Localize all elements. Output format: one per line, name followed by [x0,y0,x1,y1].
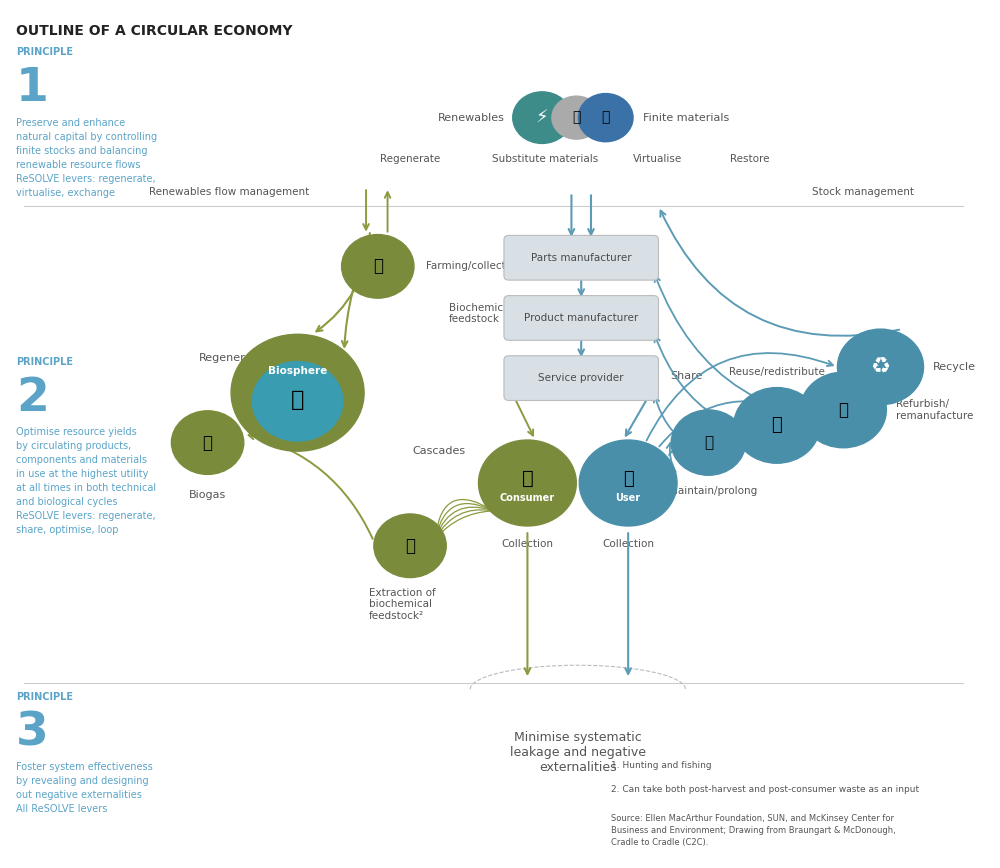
Text: Biochemical
feedstock: Biochemical feedstock [449,303,513,325]
Circle shape [552,96,601,139]
Text: Refurbish/
remanufacture: Refurbish/ remanufacture [896,399,974,421]
Text: 🚛: 🚛 [601,110,610,125]
Text: PRINCIPLE: PRINCIPLE [16,47,73,57]
Text: Share: Share [671,371,703,380]
Circle shape [342,234,414,299]
Text: 🏗: 🏗 [572,110,581,125]
Circle shape [800,372,886,448]
Text: ⚡: ⚡ [536,108,548,127]
Text: User: User [616,494,641,503]
Text: 🛒: 🛒 [522,470,533,488]
Circle shape [513,92,571,143]
Text: Service provider: Service provider [538,373,624,383]
FancyBboxPatch shape [504,356,658,400]
FancyBboxPatch shape [504,235,658,280]
Text: Substitute materials: Substitute materials [492,154,598,164]
Text: 1. Hunting and fishing: 1. Hunting and fishing [611,760,711,770]
Circle shape [374,514,446,577]
Text: 🔥: 🔥 [203,434,213,451]
Text: 🔧: 🔧 [704,435,713,450]
Text: PRINCIPLE: PRINCIPLE [16,357,73,366]
Text: Minimise systematic
leakage and negative
externalities: Minimise systematic leakage and negative… [510,731,646,773]
Text: Product manufacturer: Product manufacturer [524,313,638,323]
Text: Reuse/redistribute: Reuse/redistribute [729,367,825,378]
Text: 2. Can take both post-harvest and post-consumer waste as an input: 2. Can take both post-harvest and post-c… [611,785,919,793]
Text: Regeneration: Regeneration [198,353,273,364]
Text: Biogas: Biogas [189,490,226,500]
Text: 3: 3 [16,711,49,756]
Text: Regenerate: Regenerate [380,154,440,164]
Text: 🖥: 🖥 [623,470,634,488]
Text: Consumer: Consumer [500,494,555,503]
Text: Renewables flow management: Renewables flow management [149,187,309,196]
Circle shape [734,388,820,464]
Text: Optimise resource yields
by circulating products,
components and materials
in us: Optimise resource yields by circulating … [16,427,156,536]
Text: Maintain/prolong: Maintain/prolong [669,485,757,496]
Text: 2: 2 [16,376,49,420]
Text: 1: 1 [16,66,49,111]
Circle shape [579,440,677,526]
Text: Preserve and enhance
natural capital by controlling
finite stocks and balancing
: Preserve and enhance natural capital by … [16,118,157,198]
Text: Biosphere: Biosphere [268,366,327,376]
Text: 🌍: 🌍 [291,390,304,410]
Circle shape [671,410,746,476]
Text: Cascades: Cascades [413,446,466,457]
FancyBboxPatch shape [504,296,658,340]
Text: Parts manufacturer: Parts manufacturer [531,253,632,263]
Text: Extraction of
biochemical
feedstock²: Extraction of biochemical feedstock² [369,588,436,621]
Text: Virtualise: Virtualise [633,154,682,164]
Text: OUTLINE OF A CIRCULAR ECONOMY: OUTLINE OF A CIRCULAR ECONOMY [16,24,292,38]
Text: Farming/collection¹: Farming/collection¹ [426,261,526,272]
Circle shape [252,362,343,441]
Text: Foster system effectiveness
by revealing and designing
out negative externalitie: Foster system effectiveness by revealing… [16,762,153,814]
Text: Recycle: Recycle [933,362,976,372]
Circle shape [171,411,244,475]
Text: 🏭: 🏭 [838,401,848,419]
Circle shape [837,329,924,404]
Circle shape [479,440,576,526]
Text: Collection: Collection [501,539,553,549]
Text: PRINCIPLE: PRINCIPLE [16,692,73,702]
Text: ♻: ♻ [870,357,890,377]
Text: Restore: Restore [730,154,769,164]
Text: Source: Ellen MacArthur Foundation, SUN, and McKinsey Center for
Business and En: Source: Ellen MacArthur Foundation, SUN,… [611,814,895,846]
Text: Stock management: Stock management [812,187,914,196]
Circle shape [231,334,364,451]
Circle shape [578,94,633,141]
Text: 🌾: 🌾 [373,258,383,275]
Text: 📦: 📦 [771,417,782,434]
Text: Finite materials: Finite materials [643,113,729,122]
Text: Renewables: Renewables [438,113,505,122]
Text: 🧪: 🧪 [405,536,415,555]
Text: Collection: Collection [602,539,654,549]
